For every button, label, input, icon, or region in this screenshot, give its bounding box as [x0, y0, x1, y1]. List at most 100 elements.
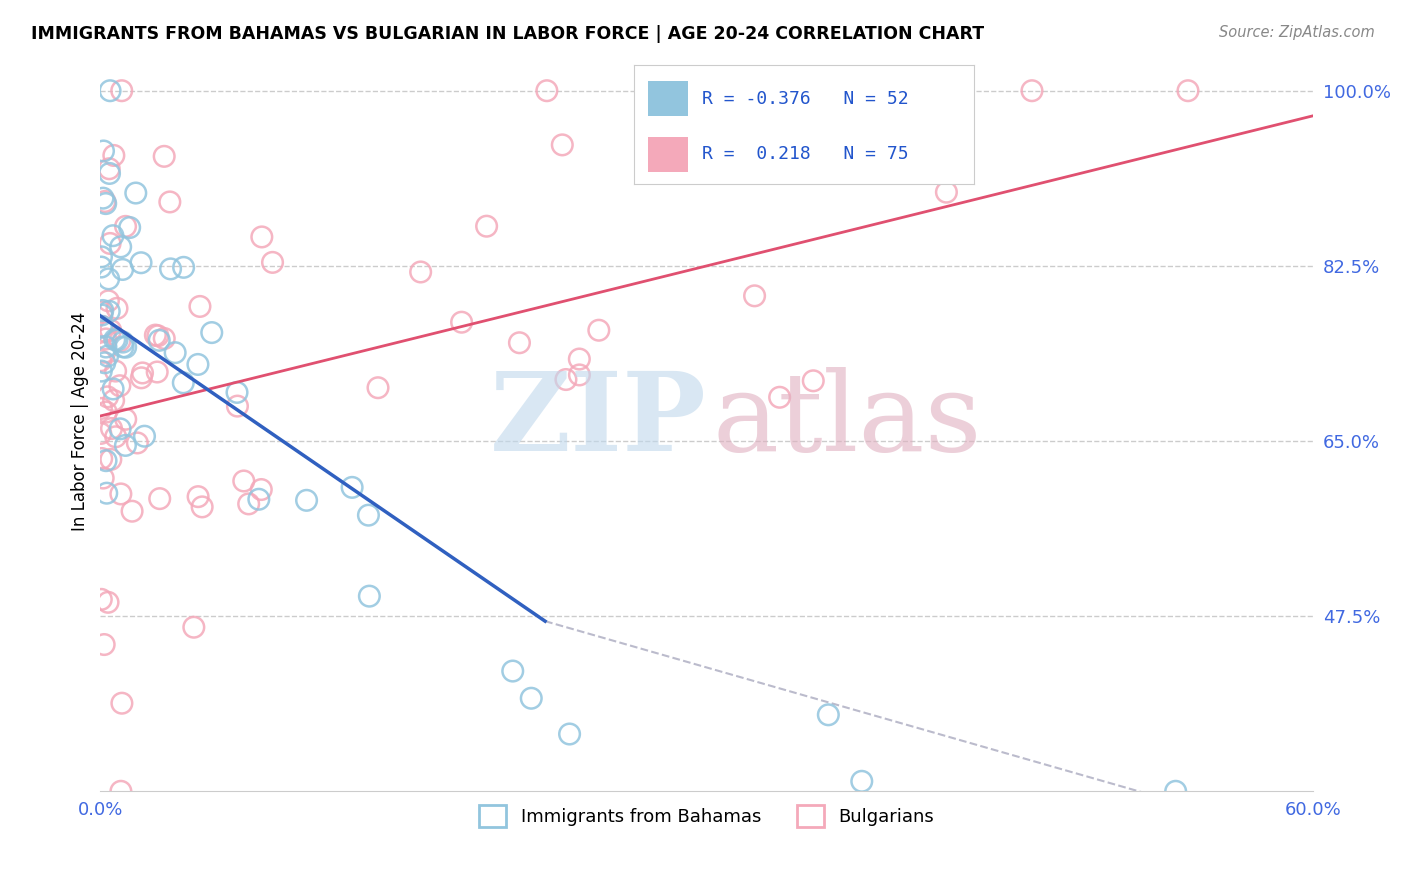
Point — [131, 371, 153, 385]
Point — [153, 149, 176, 163]
Point — [98, 236, 121, 251]
Point — [103, 393, 125, 408]
Point — [114, 340, 136, 354]
Point — [817, 707, 839, 722]
Point — [125, 186, 148, 200]
Point — [367, 381, 389, 395]
Point — [558, 727, 581, 741]
Point — [98, 304, 121, 318]
Point — [91, 191, 114, 205]
Point — [90, 353, 112, 368]
Point — [508, 335, 530, 350]
Point — [146, 365, 169, 379]
Point — [226, 385, 249, 400]
Point — [110, 784, 132, 798]
Point — [551, 137, 574, 152]
Point — [129, 256, 152, 270]
Point — [734, 113, 756, 128]
Point — [110, 487, 132, 501]
Point — [96, 405, 118, 419]
Point — [108, 334, 131, 348]
Point — [90, 364, 112, 378]
Point — [172, 376, 194, 390]
Point — [153, 331, 176, 345]
Point — [357, 508, 380, 523]
Point — [935, 185, 957, 199]
Point — [97, 293, 120, 308]
Point — [111, 262, 134, 277]
Point — [108, 422, 131, 436]
Point — [105, 301, 128, 316]
Point — [103, 148, 125, 162]
Point — [118, 220, 141, 235]
Legend: Immigrants from Bahamas, Bulgarians: Immigrants from Bahamas, Bulgarians — [479, 805, 935, 827]
Text: Source: ZipAtlas.com: Source: ZipAtlas.com — [1219, 25, 1375, 40]
Point — [90, 319, 112, 334]
Point — [94, 332, 117, 346]
Point — [250, 483, 273, 497]
Point — [121, 504, 143, 518]
Text: IMMIGRANTS FROM BAHAMAS VS BULGARIAN IN LABOR FORCE | AGE 20-24 CORRELATION CHAR: IMMIGRANTS FROM BAHAMAS VS BULGARIAN IN … — [31, 25, 984, 43]
Point — [90, 401, 112, 416]
Point — [100, 452, 122, 467]
Point — [94, 356, 117, 370]
Text: ZIP: ZIP — [491, 368, 707, 475]
Point — [90, 451, 112, 466]
Point — [146, 328, 169, 343]
Point — [114, 412, 136, 426]
Y-axis label: In Labor Force | Age 20-24: In Labor Force | Age 20-24 — [72, 311, 89, 531]
Point — [409, 265, 432, 279]
Point — [98, 161, 121, 176]
Point — [100, 323, 122, 337]
Point — [104, 430, 127, 444]
Point — [110, 240, 132, 254]
Point — [159, 194, 181, 209]
Point — [114, 438, 136, 452]
Point — [359, 589, 381, 603]
Point — [188, 300, 211, 314]
Point — [111, 84, 134, 98]
Point — [94, 324, 117, 338]
Point — [191, 500, 214, 514]
Point — [1021, 84, 1043, 98]
Point — [94, 194, 117, 209]
Point — [100, 421, 122, 435]
Point — [502, 664, 524, 678]
Point — [101, 382, 124, 396]
Point — [148, 334, 170, 348]
Point — [91, 303, 114, 318]
Point — [232, 474, 254, 488]
Point — [131, 366, 153, 380]
Point — [801, 374, 824, 388]
Point — [238, 497, 260, 511]
Point — [111, 335, 134, 350]
Point — [159, 261, 181, 276]
Point — [450, 315, 472, 329]
Point — [568, 368, 591, 382]
Point — [187, 490, 209, 504]
Point — [93, 638, 115, 652]
Point — [340, 480, 363, 494]
Text: atlas: atlas — [713, 368, 983, 475]
Point — [96, 486, 118, 500]
Point — [90, 260, 112, 274]
Point — [173, 260, 195, 275]
Point — [111, 696, 134, 710]
Point — [555, 372, 578, 386]
Point — [769, 390, 792, 404]
Point — [536, 84, 558, 98]
Point — [114, 219, 136, 234]
Point — [869, 124, 891, 138]
Point — [90, 426, 112, 441]
Point — [98, 166, 121, 180]
Point — [588, 323, 610, 337]
Point — [97, 272, 120, 286]
Point — [104, 333, 127, 347]
Point — [744, 289, 766, 303]
Point — [226, 399, 249, 413]
Point — [295, 493, 318, 508]
Point — [108, 378, 131, 392]
Point — [97, 595, 120, 609]
Point — [134, 429, 156, 443]
Point — [90, 308, 112, 322]
